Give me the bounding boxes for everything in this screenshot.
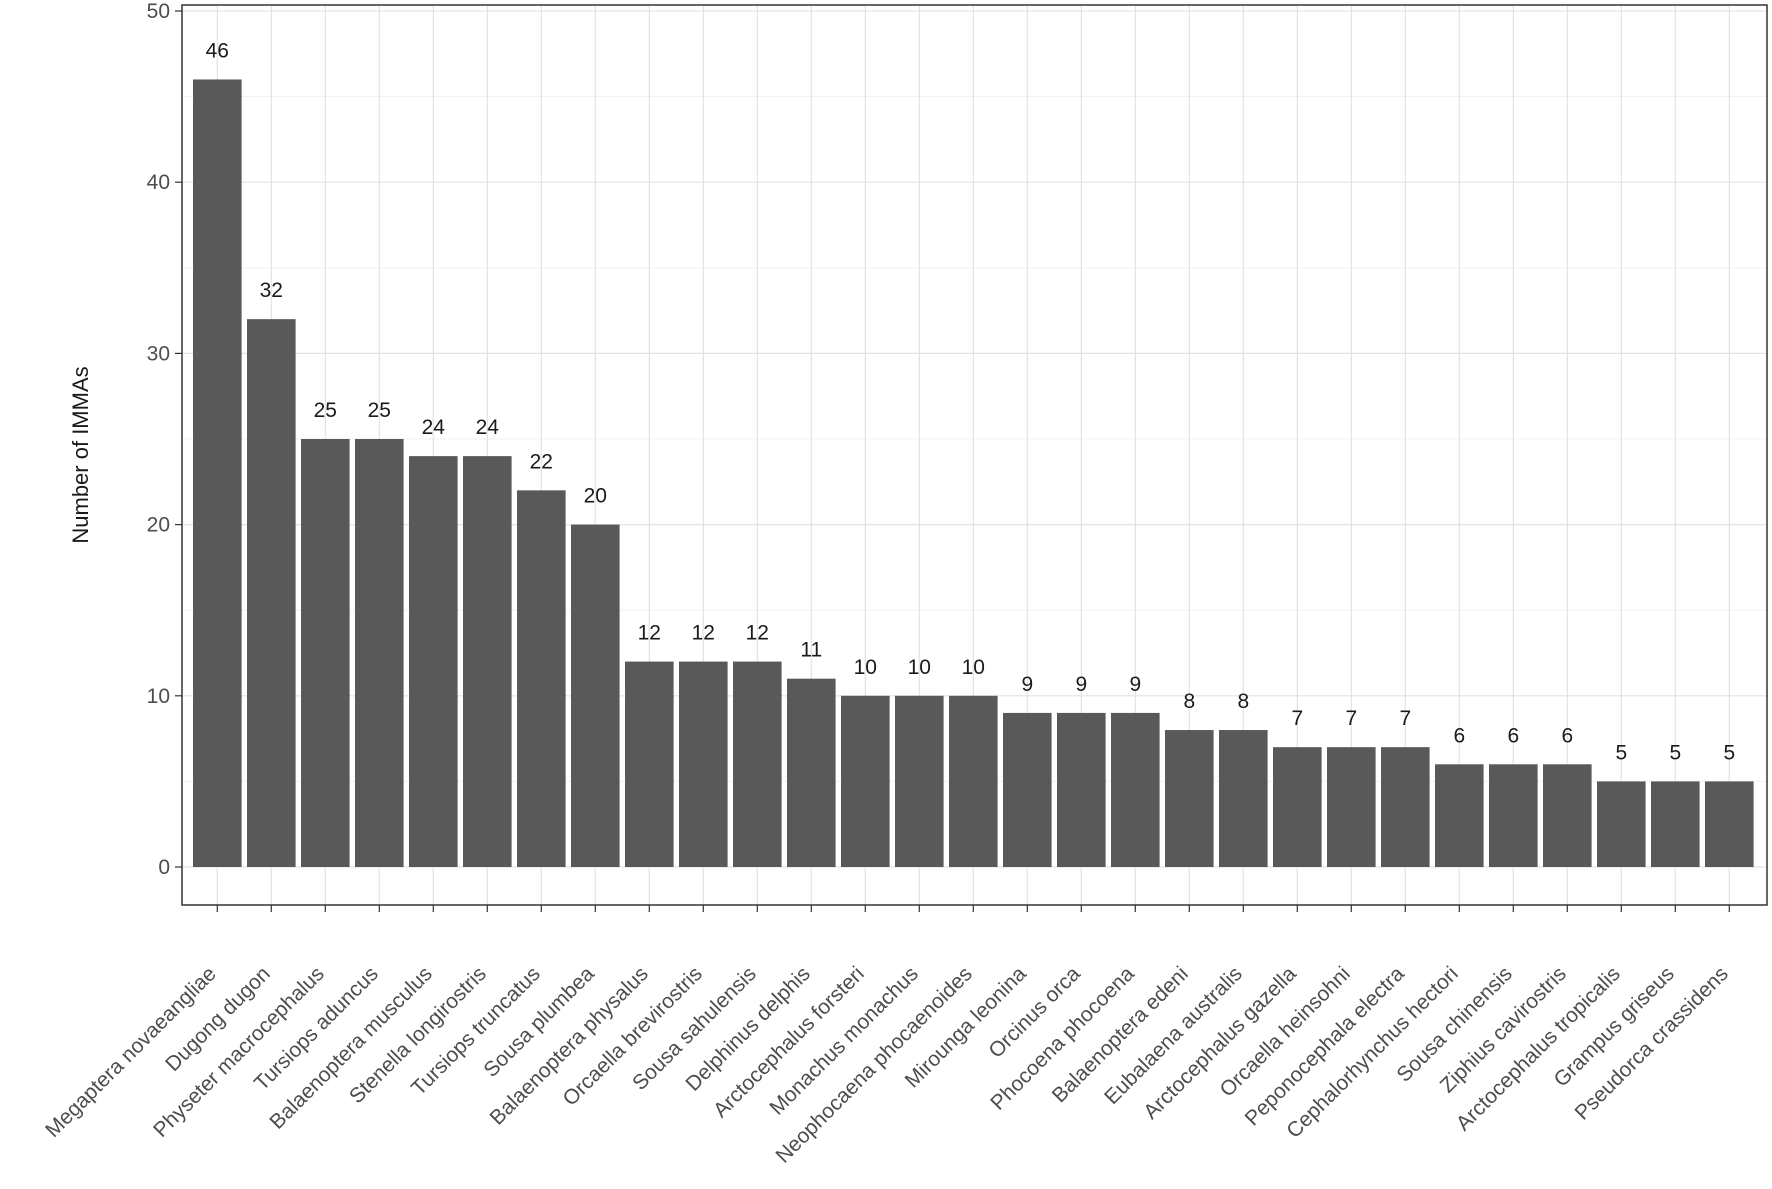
y-tick-label: 40 (147, 171, 170, 194)
bar (1111, 712, 1160, 867)
data-label: 32 (260, 279, 283, 302)
data-label: 10 (962, 656, 985, 679)
bar (1003, 712, 1052, 867)
data-label: 25 (368, 399, 391, 422)
data-label: 24 (476, 416, 500, 439)
data-label: 9 (1075, 673, 1087, 696)
bar (949, 695, 998, 867)
data-label: 12 (692, 622, 715, 645)
data-label: 46 (206, 39, 229, 62)
data-label: 7 (1399, 707, 1411, 730)
bar (1327, 747, 1376, 867)
data-label: 5 (1615, 741, 1627, 764)
data-label: 5 (1669, 741, 1681, 764)
bar (247, 319, 296, 867)
bar (1219, 730, 1268, 867)
data-label: 5 (1723, 741, 1735, 764)
bar (1543, 764, 1592, 867)
y-tick-label: 0 (158, 856, 170, 879)
bar (841, 695, 890, 867)
bar (463, 456, 512, 867)
panel-border (181, 4, 1768, 906)
bar (1597, 781, 1646, 867)
data-label: 6 (1453, 724, 1465, 747)
data-label: 12 (746, 622, 769, 645)
data-label: 9 (1021, 673, 1033, 696)
data-label: 8 (1237, 690, 1249, 713)
data-label: 9 (1129, 673, 1141, 696)
y-tick-label: 30 (147, 342, 170, 365)
y-axis-title: Number of IMMAs (68, 366, 93, 543)
bar (1705, 781, 1754, 867)
bar (1165, 730, 1214, 867)
data-label: 20 (584, 485, 607, 508)
bar (1273, 747, 1322, 867)
data-label: 7 (1345, 707, 1357, 730)
data-label: 10 (908, 656, 931, 679)
data-label: 25 (314, 399, 337, 422)
y-axis-ticks: 0 10 20 30 40 50 (147, 0, 182, 879)
data-labels: 46 32 25 25 24 24 22 20 12 12 12 11 10 10 10 9 9 9 8 8 7 7 7 6 6… (206, 39, 1736, 764)
data-label: 11 (800, 639, 822, 662)
bar (895, 695, 944, 867)
bar (1381, 747, 1430, 867)
bar (733, 661, 782, 867)
bars (193, 79, 1754, 868)
bar (1435, 764, 1484, 867)
data-label: 7 (1291, 707, 1303, 730)
bar (625, 661, 674, 867)
data-label: 22 (530, 450, 553, 473)
y-tick-label: 20 (147, 514, 170, 537)
data-label: 24 (422, 416, 446, 439)
data-label: 8 (1183, 690, 1195, 713)
y-tick-label: 10 (147, 685, 170, 708)
bar (409, 456, 458, 867)
bar (787, 678, 836, 867)
bar (301, 439, 350, 867)
data-label: 6 (1507, 724, 1519, 747)
bar (517, 490, 566, 867)
bar (1489, 764, 1538, 867)
data-label: 6 (1561, 724, 1573, 747)
bar (571, 524, 620, 867)
data-label: 10 (854, 656, 877, 679)
data-label: 12 (638, 622, 661, 645)
bar (355, 439, 404, 867)
y-tick-label: 50 (147, 0, 170, 23)
x-tick-label: Neophocaena phocaenoides (771, 962, 976, 1167)
bar (1057, 712, 1106, 867)
bar (679, 661, 728, 867)
bar (193, 79, 242, 868)
bar (1651, 781, 1700, 867)
